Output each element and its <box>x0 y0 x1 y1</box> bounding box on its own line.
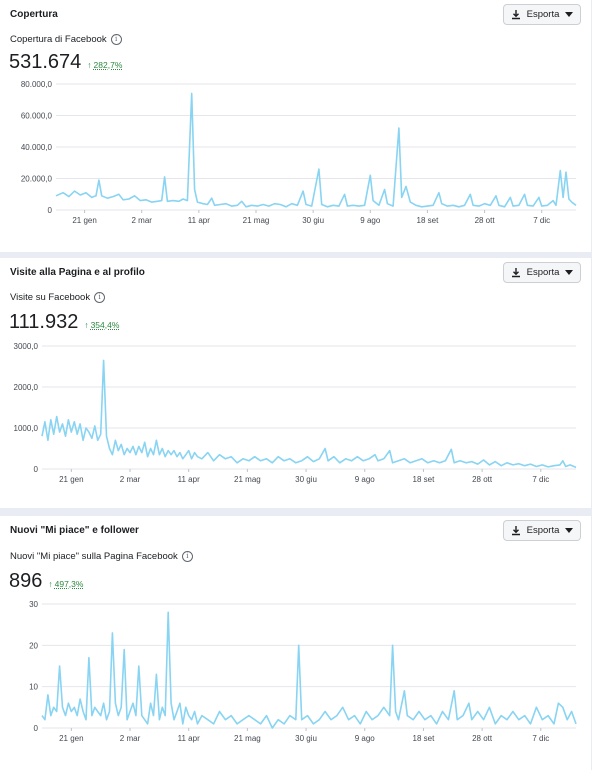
metric-label-text: Copertura di Facebook <box>10 34 107 45</box>
metric-row: 896 ↑ 497,3% <box>9 570 83 593</box>
y-tick-label: 0 <box>48 206 53 215</box>
x-tick-label: 21 gen <box>72 216 96 225</box>
info-icon[interactable]: i <box>181 551 193 562</box>
y-tick-label: 1000,0 <box>14 424 39 433</box>
download-icon <box>511 267 520 277</box>
x-tick-label: 7 dic <box>532 475 549 484</box>
card-mi-piace: Nuovi "Mi piace" e follower Esporta Nuov… <box>0 516 591 770</box>
series-line[interactable] <box>41 359 577 469</box>
change-indicator[interactable]: ↑ 497,3% <box>48 579 83 589</box>
x-tick-label: 9 ago <box>355 475 376 484</box>
x-tick-label: 28 ott <box>472 734 493 743</box>
change-indicator[interactable]: ↑ 282,7% <box>87 60 122 70</box>
y-tick-label: 60.000,0 <box>21 112 53 121</box>
change-indicator[interactable]: ↑ 354,4% <box>84 320 119 330</box>
info-icon[interactable]: i <box>94 292 106 303</box>
y-tick-label: 0 <box>34 465 39 474</box>
metric-label: Nuovi "Mi piace" sulla Pagina Facebook i <box>10 551 193 562</box>
series-line[interactable] <box>55 92 577 208</box>
export-button[interactable]: Esporta <box>503 4 581 25</box>
change-value: 497,3% <box>54 579 84 589</box>
x-tick-label: 11 apr <box>188 216 210 225</box>
card-copertura: Copertura Esporta Copertura di Facebook … <box>0 0 591 252</box>
metric-value: 896 <box>9 570 43 592</box>
metric-label-text: Nuovi "Mi piace" sulla Pagina Facebook <box>10 551 178 562</box>
x-tick-label: 2 mar <box>120 475 141 484</box>
y-tick-label: 0 <box>34 724 39 733</box>
y-tick-label: 40.000,0 <box>21 143 53 152</box>
y-tick-label: 20.000,0 <box>21 175 53 184</box>
metric-value: 531.674 <box>9 51 82 73</box>
x-tick-label: 28 ott <box>475 216 496 225</box>
x-tick-label: 18 set <box>413 475 436 484</box>
metric-label: Visite su Facebook i <box>10 292 106 303</box>
y-tick-label: 30 <box>29 600 38 609</box>
series-line[interactable] <box>41 611 577 729</box>
change-value: 282,7% <box>93 60 123 70</box>
download-icon <box>511 525 520 535</box>
x-tick-label: 21 gen <box>59 475 83 484</box>
card-visite: Visite alla Pagina e al profilo Esporta … <box>0 258 591 508</box>
export-label: Esporta <box>526 267 560 278</box>
x-tick-label: 7 dic <box>532 734 549 743</box>
chart-visite: 3000,0 2000,0 1000,0 0 21 gen 2 mar 11 apr 21 m… <box>14 342 577 484</box>
y-tick-label: 2000,0 <box>14 383 39 392</box>
x-tick-label: 21 mag <box>234 734 261 743</box>
x-tick-label: 9 ago <box>360 216 381 225</box>
arrow-up-icon: ↑ <box>84 320 89 330</box>
card-title: Nuovi "Mi piace" e follower <box>10 525 139 536</box>
x-tick-label: 2 mar <box>120 734 141 743</box>
metric-row: 531.674 ↑ 282,7% <box>9 51 122 74</box>
y-tick-label: 20 <box>29 641 38 650</box>
x-tick-label: 18 set <box>417 216 440 225</box>
x-tick-label: 9 ago <box>355 734 376 743</box>
x-tick-label: 7 dic <box>533 216 550 225</box>
metric-value: 111.932 <box>9 311 79 333</box>
export-label: Esporta <box>526 525 560 536</box>
export-button[interactable]: Esporta <box>503 520 581 541</box>
x-tick-label: 30 giu <box>295 734 317 743</box>
caret-down-icon <box>565 12 574 17</box>
info-icon[interactable]: i <box>110 34 122 45</box>
change-value: 354,4% <box>90 320 120 330</box>
y-tick-label: 3000,0 <box>14 342 39 351</box>
caret-down-icon <box>565 528 574 533</box>
caret-down-icon <box>565 270 574 275</box>
arrow-up-icon: ↑ <box>87 60 92 70</box>
y-tick-label: 10 <box>29 683 38 692</box>
export-button[interactable]: Esporta <box>503 262 581 283</box>
card-title: Visite alla Pagina e al profilo <box>10 267 145 278</box>
x-tick-label: 18 set <box>413 734 436 743</box>
x-tick-label: 2 mar <box>131 216 152 225</box>
x-tick-label: 11 apr <box>178 475 200 484</box>
metric-label: Copertura di Facebook i <box>10 34 122 45</box>
download-icon <box>511 9 520 19</box>
x-tick-label: 30 giu <box>302 216 324 225</box>
metric-label-text: Visite su Facebook <box>10 292 91 303</box>
x-tick-label: 21 mag <box>243 216 270 225</box>
x-tick-label: 21 mag <box>234 475 261 484</box>
metric-row: 111.932 ↑ 354,4% <box>9 311 119 334</box>
chart-mi-piace: 30 20 10 0 21 gen 2 mar 11 apr 21 mag 30 giu 9 ag… <box>29 600 577 743</box>
y-tick-label: 80.000,0 <box>21 80 53 89</box>
x-tick-label: 11 apr <box>178 734 200 743</box>
chart-copertura: 80.000,0 60.000,0 40.000,0 20.000,0 0 21 gen 2… <box>21 80 577 225</box>
x-tick-label: 28 ott <box>472 475 493 484</box>
arrow-up-icon: ↑ <box>48 579 53 589</box>
x-tick-label: 21 gen <box>59 734 83 743</box>
x-tick-label: 30 giu <box>295 475 317 484</box>
card-title: Copertura <box>10 9 58 20</box>
export-label: Esporta <box>526 9 560 20</box>
